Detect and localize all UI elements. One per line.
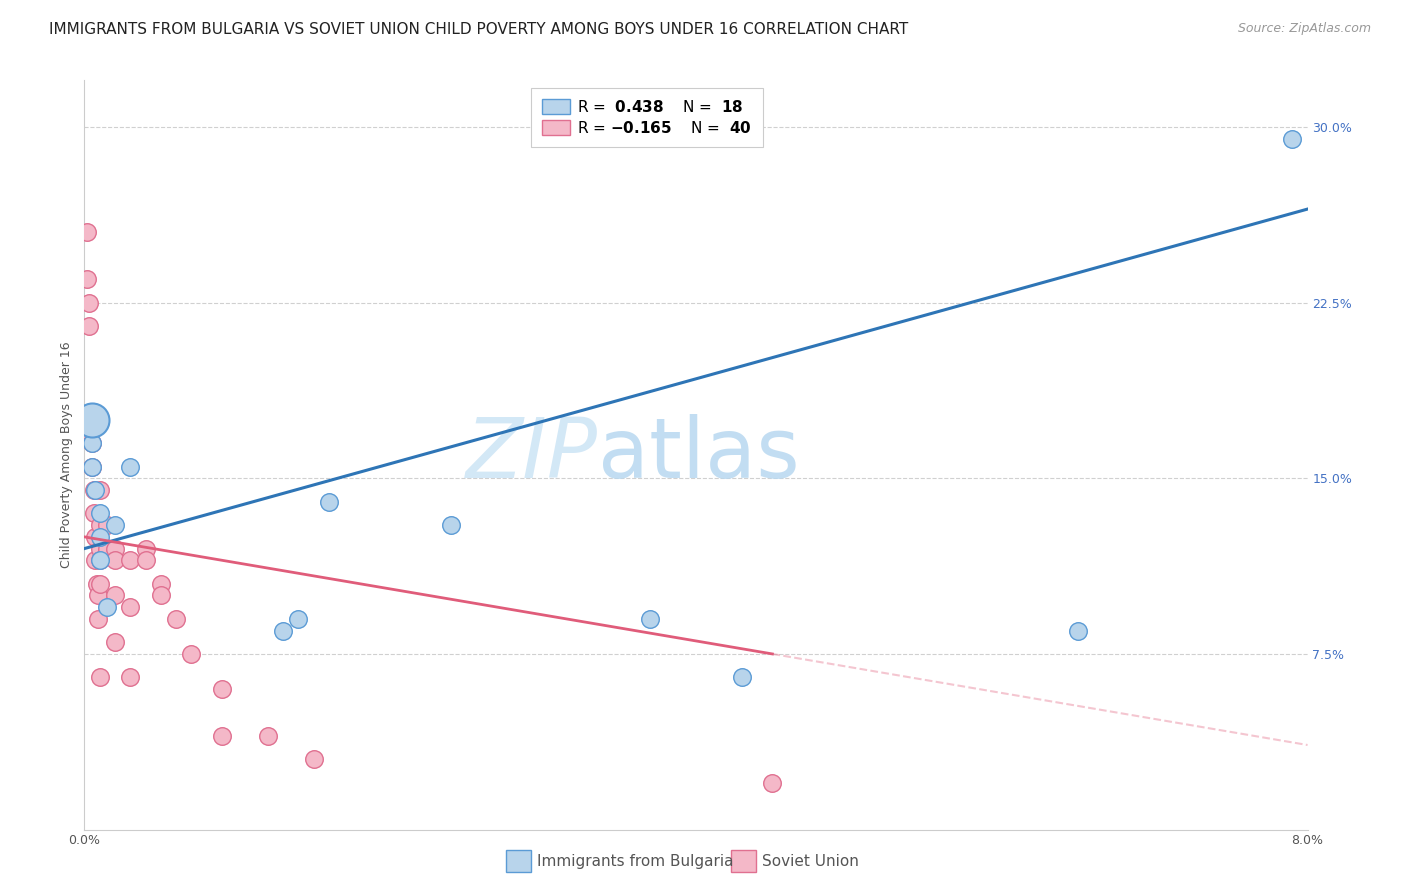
- Text: ZIP: ZIP: [467, 415, 598, 495]
- Point: [89, 576, 111, 591]
- Point: [180, 647, 202, 661]
- Point: [84, 530, 107, 544]
- Point: [287, 612, 309, 626]
- Point: [80, 459, 103, 474]
- Point: [120, 459, 142, 474]
- Point: [89, 530, 111, 544]
- Point: [731, 670, 754, 684]
- Point: [89, 518, 111, 533]
- Point: [96, 541, 118, 556]
- Point: [104, 518, 127, 533]
- Point: [440, 518, 463, 533]
- Text: Source: ZipAtlas.com: Source: ZipAtlas.com: [1237, 22, 1371, 36]
- Point: [165, 612, 187, 626]
- Bar: [506, 850, 531, 872]
- Point: [89, 553, 111, 567]
- Point: [638, 612, 661, 626]
- Point: [89, 507, 111, 521]
- Point: [135, 553, 157, 567]
- Point: [76, 272, 98, 286]
- Point: [87, 589, 110, 603]
- Point: [84, 553, 107, 567]
- Point: [79, 425, 101, 439]
- Point: [271, 624, 294, 638]
- Point: [1067, 624, 1090, 638]
- Point: [87, 612, 110, 626]
- Point: [77, 295, 100, 310]
- Point: [257, 729, 280, 743]
- Y-axis label: Child Poverty Among Boys Under 16: Child Poverty Among Boys Under 16: [60, 342, 73, 568]
- Point: [211, 729, 233, 743]
- Point: [83, 507, 105, 521]
- Point: [318, 494, 340, 508]
- Point: [89, 541, 111, 556]
- Point: [86, 576, 108, 591]
- Point: [80, 436, 103, 450]
- Point: [96, 518, 118, 533]
- Legend: R =  $\mathbf{0.438}$    N =  $\mathbf{18}$, R = $\mathbf{-0.165}$    N =  $\mat: R = $\mathbf{0.438}$ N = $\mathbf{18}$, …: [531, 88, 762, 146]
- Text: Immigrants from Bulgaria: Immigrants from Bulgaria: [537, 855, 734, 869]
- Point: [80, 436, 103, 450]
- Point: [120, 670, 142, 684]
- Point: [104, 553, 127, 567]
- Point: [76, 226, 98, 240]
- Point: [80, 459, 103, 474]
- Text: atlas: atlas: [598, 415, 800, 495]
- Point: [149, 576, 172, 591]
- Point: [120, 553, 142, 567]
- Point: [135, 541, 157, 556]
- Point: [1281, 132, 1303, 146]
- Point: [104, 541, 127, 556]
- Point: [77, 319, 100, 334]
- Point: [83, 483, 105, 497]
- Point: [104, 635, 127, 649]
- Bar: [731, 850, 756, 872]
- Point: [80, 413, 103, 427]
- Point: [89, 483, 111, 497]
- Point: [104, 589, 127, 603]
- Point: [96, 600, 118, 615]
- Point: [89, 670, 111, 684]
- Point: [149, 589, 172, 603]
- Point: [89, 553, 111, 567]
- Text: IMMIGRANTS FROM BULGARIA VS SOVIET UNION CHILD POVERTY AMONG BOYS UNDER 16 CORRE: IMMIGRANTS FROM BULGARIA VS SOVIET UNION…: [49, 22, 908, 37]
- Point: [761, 776, 783, 790]
- Text: Soviet Union: Soviet Union: [762, 855, 859, 869]
- Point: [211, 682, 233, 697]
- Point: [120, 600, 142, 615]
- Point: [302, 752, 325, 766]
- Point: [84, 483, 107, 497]
